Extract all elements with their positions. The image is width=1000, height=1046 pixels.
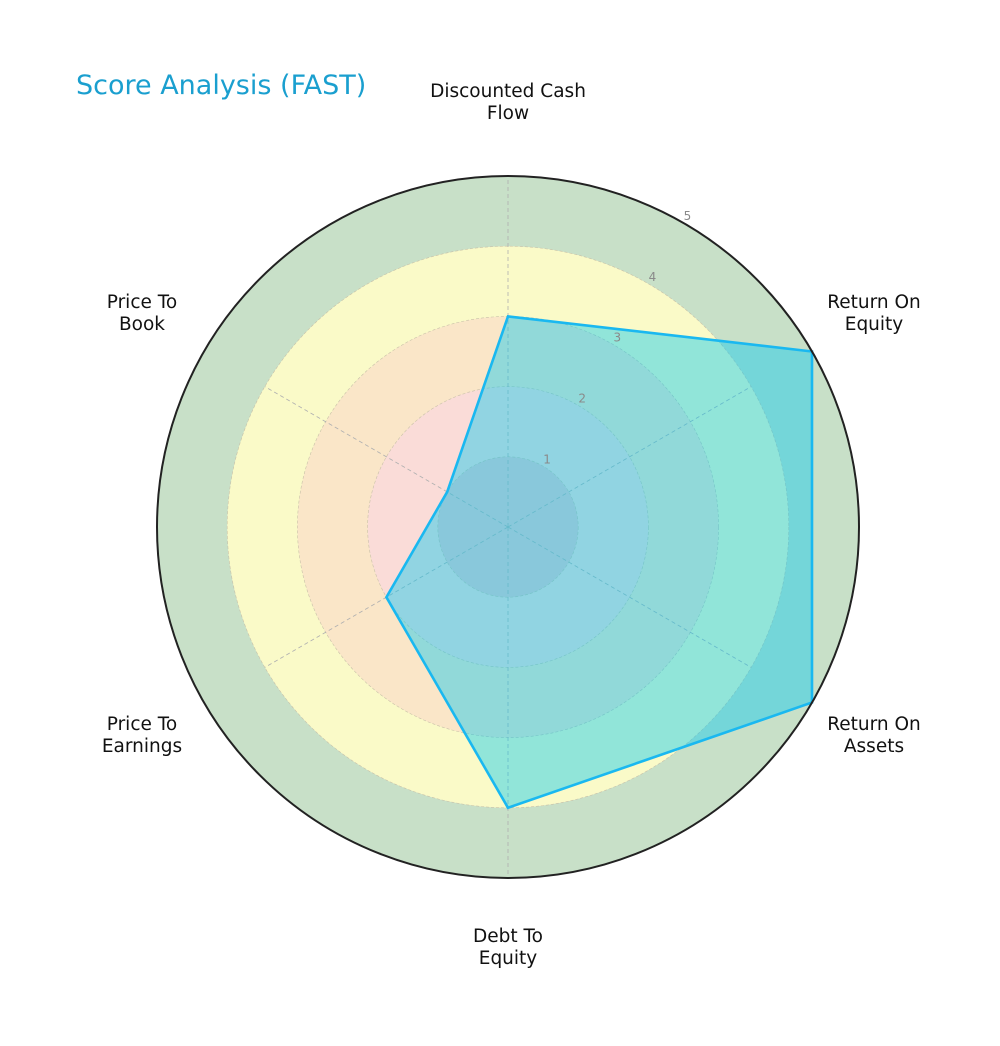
axis-label-line: Price To <box>106 292 178 313</box>
tick-label-2: 2 <box>578 392 586 406</box>
axis-label-return-on-equity: Return On Equity <box>774 292 974 336</box>
tick-label-5: 5 <box>684 209 692 223</box>
chart-title: Score Analysis (FAST) <box>76 70 367 101</box>
axis-label-debt-to-equity: Debt To Equity <box>408 926 608 970</box>
tick-label-1: 1 <box>543 452 551 466</box>
axis-label-price-to-book: Price To Book <box>42 292 242 336</box>
tick-label-4: 4 <box>649 270 657 284</box>
axis-label-line: Discounted Cash <box>430 81 586 102</box>
radial-tick-labels: 1 2 3 4 5 <box>543 209 691 466</box>
grid-spoke <box>507 386 752 528</box>
axis-label-line: Assets <box>843 736 905 757</box>
grid-spoke <box>264 386 509 528</box>
outer-frame <box>156 175 860 879</box>
axis-label-line: Book <box>118 314 166 335</box>
axis-label-line: Debt To <box>473 926 543 947</box>
axis-label-line: Flow <box>486 103 530 124</box>
axis-label-line: Earnings <box>101 736 183 757</box>
axis-label-line: Return On <box>827 292 921 313</box>
axis-label-discounted-cash-flow: Discounted Cash Flow <box>408 81 608 125</box>
axis-label-line: Equity <box>478 948 538 969</box>
axis-label-line: Equity <box>844 314 904 335</box>
axis-label-return-on-assets: Return On Assets <box>774 714 974 758</box>
axis-label-line: Return On <box>827 714 921 735</box>
axis-label-price-to-earnings: Price To Earnings <box>42 714 242 758</box>
grid-spoke <box>507 526 752 668</box>
tick-label-3: 3 <box>613 331 621 345</box>
axis-label-line: Price To <box>106 714 178 735</box>
